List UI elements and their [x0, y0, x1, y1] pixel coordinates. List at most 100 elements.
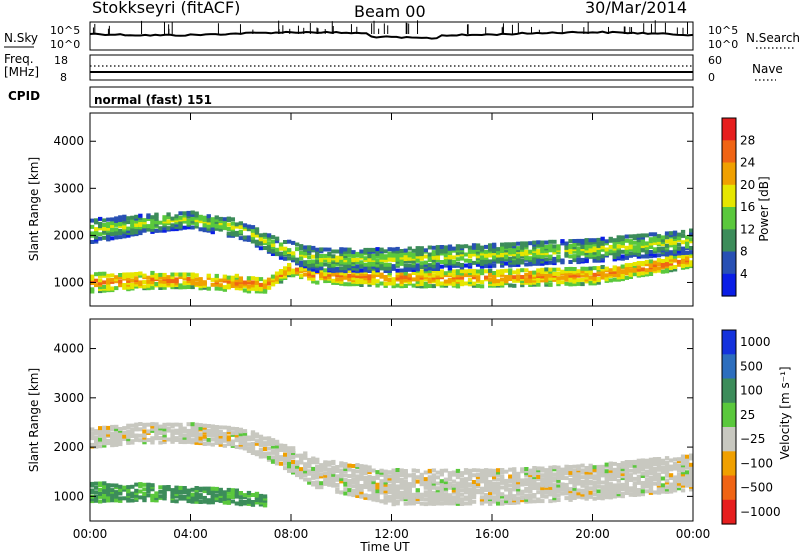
freq-left-tick-top: 18	[54, 54, 68, 67]
echo-pixel	[226, 227, 232, 231]
echo-pixel	[467, 482, 473, 487]
echo-pixel	[636, 272, 642, 277]
echo-pixel	[536, 471, 541, 475]
echo-pixel	[114, 442, 119, 447]
echo-pixel	[222, 490, 228, 495]
echo-pixel	[274, 446, 280, 451]
echo-pixel	[291, 453, 296, 458]
echo-pixel	[262, 287, 268, 292]
echo-pixel	[102, 443, 107, 448]
echo-pixel	[399, 471, 404, 475]
echo-pixel	[608, 486, 613, 491]
echo-pixel	[291, 449, 296, 454]
colorbar-tick-label: 24	[740, 156, 755, 170]
echo-pixel	[411, 248, 416, 253]
echo-pixel	[331, 278, 336, 283]
echo-pixel	[238, 427, 244, 432]
echo-pixel	[198, 436, 203, 441]
echo-pixel	[612, 477, 617, 481]
echo-pixel	[311, 473, 316, 478]
echo-pixel	[439, 264, 445, 269]
echo-pixel	[323, 253, 328, 258]
echo-pixel	[504, 485, 509, 490]
echo-pixel	[315, 280, 320, 285]
echo-pixel	[616, 492, 621, 497]
echo-pixel	[660, 483, 666, 488]
echo-pixel	[580, 277, 585, 282]
echo-pixel	[146, 429, 151, 434]
echo-pixel	[423, 479, 429, 484]
echo-pixel	[114, 275, 119, 280]
sky-left-tick-top: 10^5	[50, 24, 80, 37]
echo-pixel	[427, 495, 433, 500]
echo-pixel	[471, 268, 477, 273]
echo-pixel	[319, 254, 324, 258]
echo-pixel	[331, 260, 336, 264]
echo-pixel	[110, 443, 115, 448]
echo-pixel	[399, 275, 404, 280]
echo-pixel	[287, 252, 292, 257]
echo-pixel	[564, 253, 569, 258]
echo-pixel	[122, 485, 127, 490]
echo-pixel	[142, 492, 147, 496]
echo-pixel	[170, 498, 175, 503]
echo-pixel	[226, 430, 232, 435]
echo-pixel	[375, 247, 380, 252]
echo-pixel	[399, 255, 404, 260]
echo-pixel	[664, 472, 670, 477]
echo-pixel	[238, 432, 244, 437]
echo-pixel	[556, 255, 561, 259]
echo-pixel	[202, 486, 207, 491]
echo-pixel	[488, 268, 493, 273]
echo-pixel	[142, 422, 147, 427]
echo-pixel	[299, 473, 304, 478]
echo-pixel	[604, 480, 609, 485]
echo-pixel	[496, 497, 501, 502]
echo-pixel	[254, 432, 260, 437]
echo-pixel	[150, 493, 155, 498]
echo-pixel	[295, 242, 300, 247]
echo-pixel	[680, 240, 686, 245]
echo-pixel	[122, 275, 127, 279]
echo-pixel	[447, 477, 453, 482]
echo-pixel	[616, 275, 621, 280]
echo-pixel	[174, 281, 179, 286]
echo-pixel	[455, 246, 461, 251]
echo-pixel	[620, 272, 625, 277]
echo-pixel	[379, 260, 384, 265]
echo-pixel	[98, 491, 103, 496]
echo-pixel	[190, 487, 195, 492]
echo-pixel	[299, 267, 304, 272]
echo-pixel	[576, 471, 581, 475]
echo-pixel	[568, 465, 573, 469]
echo-pixel	[419, 282, 424, 286]
echo-pixel	[544, 259, 549, 264]
echo-pixel	[379, 482, 384, 486]
echo-pixel	[664, 256, 670, 261]
echo-pixel	[142, 280, 147, 285]
echo-pixel	[572, 486, 577, 491]
echo-pixel	[142, 496, 147, 501]
echo-pixel	[230, 426, 236, 431]
echo-pixel	[291, 256, 296, 261]
echo-pixel	[218, 224, 223, 229]
echo-pixel	[234, 492, 240, 497]
echo-pixel	[315, 254, 320, 258]
echo-pixel	[439, 495, 445, 500]
echo-pixel	[359, 249, 364, 254]
echo-pixel	[488, 499, 493, 504]
echo-pixel	[640, 460, 646, 465]
echo-pixel	[664, 456, 670, 461]
colorbar-tick-label: 12	[740, 222, 755, 236]
echo-pixel	[680, 465, 686, 470]
echo-pixel	[564, 491, 569, 496]
echo-pixel	[218, 429, 223, 434]
echo-pixel	[616, 465, 621, 470]
echo-pixel	[303, 454, 308, 459]
echo-pixel	[403, 266, 408, 271]
echo-pixel	[158, 275, 163, 280]
echo-pixel	[596, 250, 601, 255]
echo-pixel	[178, 490, 183, 495]
echo-pixel	[102, 441, 107, 446]
